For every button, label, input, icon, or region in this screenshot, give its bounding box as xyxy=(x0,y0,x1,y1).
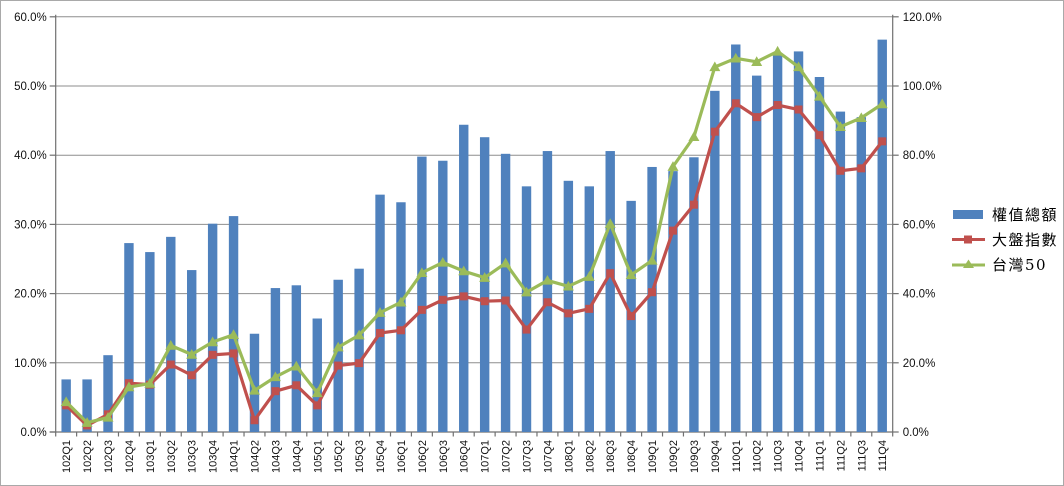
svg-text:0.0%: 0.0% xyxy=(903,427,929,439)
svg-text:30.0%: 30.0% xyxy=(14,219,47,231)
svg-text:102Q4: 102Q4 xyxy=(124,440,136,473)
svg-text:60.0%: 60.0% xyxy=(14,12,47,24)
gridlines xyxy=(55,16,893,364)
svg-text:106Q1: 106Q1 xyxy=(396,440,408,473)
legend-item-bar-series: 權值總額 xyxy=(952,204,1058,225)
svg-text:50.0%: 50.0% xyxy=(14,81,47,93)
svg-text:106Q2: 106Q2 xyxy=(417,440,429,473)
svg-text:0.0%: 0.0% xyxy=(20,427,46,439)
svg-text:111Q2: 111Q2 xyxy=(835,440,847,471)
svg-text:103Q3: 103Q3 xyxy=(187,440,199,473)
svg-text:110Q2: 110Q2 xyxy=(752,440,764,472)
svg-text:108Q1: 108Q1 xyxy=(563,440,575,473)
svg-text:107Q1: 107Q1 xyxy=(480,440,492,473)
svg-text:106Q3: 106Q3 xyxy=(438,440,450,473)
svg-text:109Q4: 109Q4 xyxy=(710,440,722,473)
svg-text:105Q2: 105Q2 xyxy=(333,440,345,473)
tick-marks xyxy=(49,16,899,437)
svg-text:40.0%: 40.0% xyxy=(903,289,936,301)
svg-text:40.0%: 40.0% xyxy=(14,150,47,162)
svg-text:10.0%: 10.0% xyxy=(14,358,47,370)
legend-item-green-line: 台灣50 xyxy=(952,254,1058,275)
red-line-square-swatch-icon xyxy=(952,235,985,244)
legend-item-red-line: 大盤指數 xyxy=(952,229,1058,250)
x-axis-labels: 102Q1 102Q2 102Q3 102Q4 103Q1 103Q2 103Q3 103Q4… xyxy=(61,440,889,473)
svg-text:109Q1: 109Q1 xyxy=(647,440,659,473)
taiwan50-line xyxy=(60,45,888,427)
svg-text:20.0%: 20.0% xyxy=(903,358,936,370)
legend-label-red-line: 大盤指數 xyxy=(992,231,1059,249)
svg-text:111Q4: 111Q4 xyxy=(877,440,889,471)
svg-text:106Q4: 106Q4 xyxy=(459,440,471,473)
green-line-triangle-swatch-icon xyxy=(952,259,985,268)
market-index-line xyxy=(62,99,887,430)
svg-text:104Q2: 104Q2 xyxy=(249,440,261,473)
legend-label-green-line: 台灣50 xyxy=(992,256,1048,274)
svg-text:102Q2: 102Q2 xyxy=(82,440,94,473)
svg-text:102Q3: 102Q3 xyxy=(103,440,115,473)
svg-text:108Q4: 108Q4 xyxy=(626,440,638,473)
svg-text:110Q3: 110Q3 xyxy=(773,440,785,472)
svg-text:107Q4: 107Q4 xyxy=(542,440,554,473)
svg-text:104Q3: 104Q3 xyxy=(270,440,282,473)
svg-text:110Q4: 110Q4 xyxy=(794,440,806,472)
right-axis-labels: 0.0% 20.0% 40.0% 60.0% 80.0% 100.0% 120.0% xyxy=(903,12,942,439)
svg-text:108Q3: 108Q3 xyxy=(605,440,617,473)
svg-text:109Q2: 109Q2 xyxy=(668,440,680,473)
svg-text:103Q4: 103Q4 xyxy=(208,440,220,473)
svg-text:107Q3: 107Q3 xyxy=(522,440,534,473)
svg-text:120.0%: 120.0% xyxy=(903,12,942,24)
svg-text:105Q1: 105Q1 xyxy=(312,440,324,473)
svg-text:100.0%: 100.0% xyxy=(903,81,942,93)
svg-text:103Q1: 103Q1 xyxy=(145,440,157,473)
svg-text:103Q2: 103Q2 xyxy=(166,440,178,473)
legend: 權值總額 大盤指數 台灣50 xyxy=(952,204,1058,275)
svg-text:105Q4: 105Q4 xyxy=(375,440,387,473)
svg-text:80.0%: 80.0% xyxy=(903,150,936,162)
svg-text:110Q1: 110Q1 xyxy=(731,440,743,472)
svg-text:111Q3: 111Q3 xyxy=(856,440,868,471)
legend-label-bar-series: 權值總額 xyxy=(992,206,1059,224)
left-axis-labels: 0.0% 10.0% 20.0% 30.0% 40.0% 50.0% 60.0% xyxy=(14,12,47,439)
svg-text:111Q1: 111Q1 xyxy=(814,440,826,471)
svg-text:105Q3: 105Q3 xyxy=(354,440,366,473)
svg-text:20.0%: 20.0% xyxy=(14,289,47,301)
svg-text:109Q3: 109Q3 xyxy=(689,440,701,473)
svg-text:60.0%: 60.0% xyxy=(903,219,936,231)
svg-text:104Q4: 104Q4 xyxy=(291,440,303,473)
bar-series-swatch-icon xyxy=(953,210,983,219)
axes xyxy=(49,14,894,433)
svg-text:108Q2: 108Q2 xyxy=(584,440,596,473)
svg-text:107Q2: 107Q2 xyxy=(501,440,513,473)
svg-text:104Q1: 104Q1 xyxy=(229,440,241,473)
svg-text:102Q1: 102Q1 xyxy=(61,440,73,473)
